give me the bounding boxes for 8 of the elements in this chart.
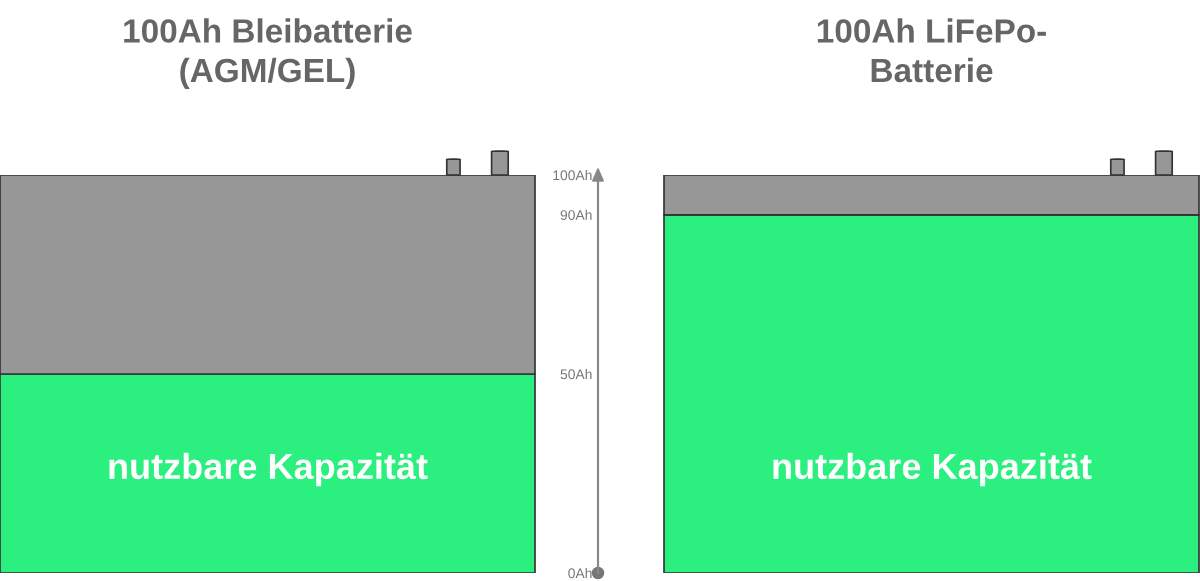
- y-tick-label: 100Ah: [553, 169, 592, 181]
- x-tick-label: 100Ah Bleibatterie (AGM/GEL): [124, 18, 412, 89]
- y-tick-label: 50Ah: [560, 368, 592, 380]
- series-label: nutzbare Kapazität: [109, 452, 428, 487]
- x-tick-label: 100Ah LiFePo- Batterie: [817, 18, 1046, 83]
- y-tick-label: 0Ah: [568, 567, 592, 579]
- y-tick-label: 90Ah: [560, 209, 592, 220]
- text: nutzbare Kapazität: [773, 452, 1092, 487]
